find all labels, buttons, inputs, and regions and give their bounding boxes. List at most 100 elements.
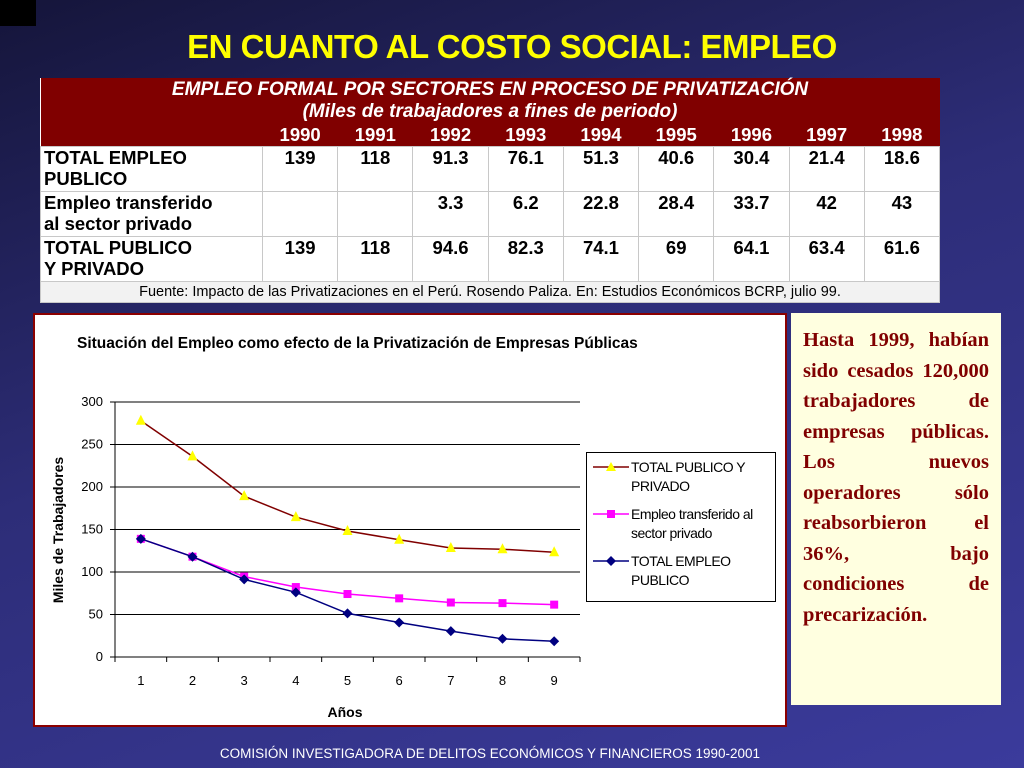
table-cell: 82.3 [487,236,564,282]
legend-item: Empleo transferido al sector privado [591,505,775,543]
table-title: EMPLEO FORMAL POR SECTORES EN PROCESO DE… [40,78,940,124]
point-marker [497,543,508,554]
table-cell: 43 [863,191,941,237]
point-marker [445,626,456,637]
y-tick-label: 300 [81,394,103,409]
point-marker [343,590,352,599]
x-tick-label: 1 [137,673,144,688]
x-tick-label: 5 [344,673,351,688]
chart-box: Situación del Empleo como efecto de la P… [33,313,787,727]
corner-block [0,0,36,26]
table-cell: 28.4 [638,191,715,237]
header-cell [40,124,263,147]
legend-symbol [593,556,629,566]
table-cell: 76.1 [487,146,564,192]
table-cell: 74.1 [562,236,640,282]
table-source: Fuente: Impacto de las Privatizaciones e… [40,281,940,303]
x-tick-label: 4 [292,673,299,688]
y-tick-label: 0 [96,649,103,664]
table-cell: 91.3 [412,146,489,192]
row-label: Empleo transferido al sector privado [40,191,263,237]
point-marker [135,533,146,544]
point-marker [239,490,250,501]
note-box: Hasta 1999, habían sido cesados 120,000 … [791,313,1001,705]
slide-title: EN CUANTO AL COSTO SOCIAL: EMPLEO [187,28,837,65]
table-cell: 118 [337,146,414,192]
year-header: 1993 [488,124,564,147]
point-marker [187,450,198,461]
table-cell: 64.1 [713,236,790,282]
point-marker [290,587,301,598]
table-cell: 139 [261,236,339,282]
legend-symbol [593,510,629,518]
x-tick-label: 3 [241,673,248,688]
table-title-row: EMPLEO FORMAL POR SECTORES EN PROCESO DE… [40,78,940,124]
legend-marker [606,556,616,566]
legend-marker [607,510,615,518]
chart-title: Situación del Empleo como efecto de la P… [77,335,638,352]
point-marker [446,598,455,607]
table-cell: 3.3 [412,191,489,237]
point-marker [395,594,404,603]
year-header: 1997 [789,124,865,147]
table-row: TOTAL PUBLICO Y PRIVADO 139 118 94.6 82.3 74.… [40,236,941,282]
source-row: Fuente: Impacto de las Privatizaciones e… [40,281,940,303]
row-label: TOTAL EMPLEO PUBLICO [40,146,263,192]
y-tick-label: 100 [81,564,103,579]
table-cell: 18.6 [863,146,941,192]
legend-label: TOTAL EMPLEO PUBLICO [631,553,731,588]
point-marker [445,542,456,553]
x-tick-label: 9 [551,673,558,688]
x-tick-label: 6 [396,673,403,688]
year-row: 1990 1991 1992 1993 1994 1995 1996 1997 1998 [40,124,940,147]
table-cell: 94.6 [412,236,489,282]
legend-label: TOTAL PUBLICO Y PRIVADO [631,459,745,494]
legend: TOTAL PUBLICO Y PRIVADO Empleo transferid… [586,452,776,602]
point-marker [187,551,198,562]
year-header: 1996 [713,124,790,147]
table-cell: 69 [638,236,715,282]
row-label: TOTAL PUBLICO Y PRIVADO [40,236,263,282]
point-marker [394,617,405,628]
point-marker [394,533,405,544]
point-marker [342,608,353,619]
table-cell: 6.2 [487,191,564,237]
y-axis-label: Miles de Trabajadores [50,457,66,603]
point-marker [342,525,353,536]
data-table: EMPLEO FORMAL POR SECTORES EN PROCESO DE… [40,78,941,303]
year-header: 1994 [563,124,639,147]
footer: COMISIÓN INVESTIGADORA DE DELITOS ECONÓM… [219,746,761,761]
table-cell: 21.4 [788,146,865,192]
table-cell: 63.4 [788,236,865,282]
legend-item: TOTAL EMPLEO PUBLICO [591,552,775,590]
year-header: 1992 [412,124,489,147]
legend-symbol [593,462,629,471]
y-tick-label: 50 [89,607,103,622]
legend-label: Empleo transferido al sector privado [631,506,753,541]
year-header: 1995 [638,124,714,147]
table-cell: 118 [337,236,414,282]
table-cell: 61.6 [863,236,941,282]
point-marker [135,414,146,425]
x-tick-label: 2 [189,673,196,688]
table-subtitle: (Miles de trabajadores a fines de period… [302,101,678,122]
point-marker [498,599,507,608]
table-cell: 33.7 [713,191,790,237]
point-marker [239,574,250,585]
table-row: TOTAL EMPLEO PUBLICO 139 118 91.3 76.1 51.3 40… [40,146,941,192]
x-axis-label: Años [328,704,363,720]
chart: Situación del Empleo como efecto de la P… [50,335,638,720]
table-row: Empleo transferido al sector privado 3.3 6… [40,191,941,237]
table-cell: 51.3 [562,146,640,192]
legend-item: TOTAL PUBLICO Y PRIVADO [591,458,775,496]
y-tick-label: 250 [81,437,103,452]
table-title-line: EMPLEO FORMAL POR SECTORES EN PROCESO DE… [171,79,809,100]
table-cell: 42 [788,191,865,237]
point-marker [549,546,560,557]
x-tick-label: 8 [499,673,506,688]
point-marker [549,636,560,647]
x-tick-label: 7 [447,673,454,688]
table-cell: 139 [261,146,339,192]
point-marker [550,600,559,609]
